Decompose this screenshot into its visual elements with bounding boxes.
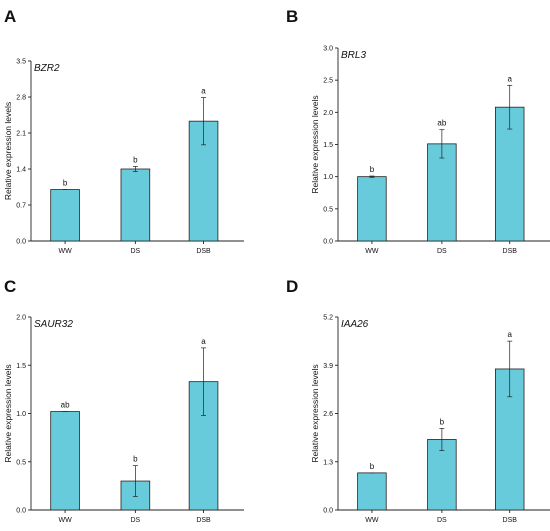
significance-label: b: [370, 165, 375, 174]
y-tick-label: 2.1: [16, 131, 26, 138]
gene-title: IAA26: [341, 319, 369, 330]
y-tick-label: 1.5: [323, 142, 333, 149]
y-axis-label: Relative expression levels: [310, 364, 320, 462]
significance-label: b: [370, 462, 375, 471]
significance-label: a: [507, 330, 512, 339]
significance-label: a: [201, 337, 206, 346]
significance-label: ab: [437, 119, 446, 128]
bar-ww: [50, 411, 80, 511]
y-tick-label: 0.0: [323, 239, 333, 246]
y-tick-label: 2.5: [323, 78, 333, 85]
x-tick-label: DS: [437, 248, 447, 255]
bar-ds: [120, 168, 151, 242]
y-tick-label: 3.9: [323, 363, 333, 370]
y-axis-label: Relative expression levels: [3, 364, 13, 462]
y-tick-label: 1.3: [323, 459, 333, 466]
x-tick-label: DSB: [503, 248, 518, 255]
bar-ww: [357, 472, 387, 511]
panel-letter: B: [286, 7, 298, 26]
bar-ds: [427, 439, 457, 511]
y-tick-label: 2.0: [16, 315, 26, 322]
y-tick-label: 3.5: [16, 59, 26, 66]
significance-label: ab: [61, 401, 70, 410]
y-tick-label: 1.5: [16, 363, 26, 370]
panel-b: B BRL3 0.0 0.5 1.0 1.5 2.0 2.5 3.0 Relative expre…: [286, 7, 550, 255]
bar-ww: [357, 176, 387, 242]
x-tick-label: DS: [131, 248, 141, 255]
x-tick-label: DSB: [196, 248, 211, 255]
y-tick-label: 0.5: [16, 459, 26, 466]
y-tick-label: 0.0: [16, 239, 26, 246]
y-tick-label: 0.5: [323, 206, 333, 213]
panel-d: D IAA26 0.0 1.3 2.6 3.9 5.2 Relative expression…: [286, 277, 550, 524]
bar-ww: [50, 189, 80, 242]
x-tick-label: DSB: [503, 517, 518, 524]
x-tick-label: DS: [131, 517, 141, 524]
y-tick-label: 3.0: [323, 46, 333, 53]
bar-ds: [427, 143, 457, 242]
significance-label: b: [63, 179, 68, 188]
bar-dsb: [495, 106, 525, 242]
y-tick-label: 1.0: [16, 411, 26, 418]
y-tick-label: 0.0: [323, 508, 333, 515]
x-tick-label: WW: [365, 517, 379, 524]
x-tick-label: WW: [58, 517, 72, 524]
y-tick-label: 2.6: [323, 411, 333, 418]
y-tick-label: 1.0: [323, 174, 333, 181]
x-tick-label: WW: [58, 248, 72, 255]
x-tick-label: DSB: [196, 517, 211, 524]
panel-letter: D: [286, 277, 298, 296]
significance-label: b: [133, 455, 138, 464]
panel-letter: A: [4, 7, 16, 26]
x-tick-label: WW: [365, 248, 379, 255]
x-tick-label: DS: [437, 517, 447, 524]
y-tick-label: 1.4: [16, 167, 26, 174]
significance-label: a: [507, 74, 512, 83]
y-axis-label: Relative expression levels: [310, 95, 320, 193]
panel-letter: C: [4, 277, 16, 296]
y-tick-label: 2.8: [16, 95, 26, 102]
gene-title: SAUR32: [34, 319, 73, 330]
y-axis-label: Relative expression levels: [3, 102, 13, 200]
significance-label: a: [201, 87, 206, 96]
panel-c: C SAUR32 0.0 0.5 1.0 1.5 2.0 Relative expressio…: [3, 277, 244, 524]
significance-label: b: [133, 155, 138, 164]
y-tick-label: 5.2: [323, 315, 333, 322]
panel-a: A BZR2 0.0 0.7 1.4 2.1 2.8 3.5 Relative expressi…: [3, 7, 244, 255]
significance-label: b: [440, 417, 445, 426]
y-tick-label: 0.7: [16, 203, 26, 210]
gene-title: BRL3: [341, 50, 366, 61]
y-tick-label: 2.0: [323, 110, 333, 117]
gene-title: BZR2: [34, 63, 60, 74]
y-tick-label: 0.0: [16, 508, 26, 515]
